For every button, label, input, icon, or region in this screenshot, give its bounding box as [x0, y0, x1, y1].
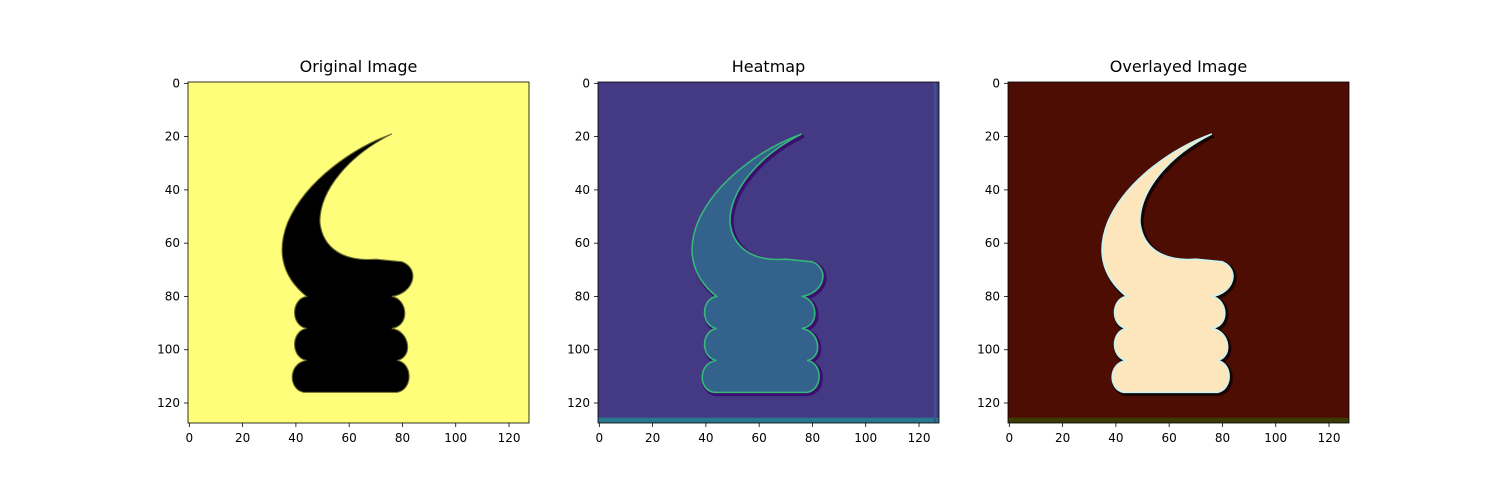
y-tick-label: 40	[165, 183, 180, 197]
x-tick-label: 100	[854, 431, 877, 445]
axes-title: Original Image	[300, 57, 418, 76]
image-overlay	[1008, 82, 1349, 423]
y-tick-label: 0	[582, 76, 590, 90]
x-tick-label: 100	[444, 431, 467, 445]
y-tick-label: 60	[985, 236, 1000, 250]
y-tick-label: 80	[575, 289, 590, 303]
x-tick-label: 100	[1264, 431, 1287, 445]
x-tick-label: 80	[1215, 431, 1230, 445]
x-tick-label: 80	[805, 431, 820, 445]
image-original	[188, 82, 529, 423]
x-tick-label: 80	[395, 431, 410, 445]
y-tick-label: 80	[985, 289, 1000, 303]
y-tick-label: 20	[575, 130, 590, 144]
y-tick-label: 0	[992, 76, 1000, 90]
y-tick-label: 120	[977, 396, 1000, 410]
y-tick-label: 40	[985, 183, 1000, 197]
x-tick-label: 20	[235, 431, 250, 445]
axes-frame	[187, 81, 530, 424]
x-tick-label: 0	[186, 431, 194, 445]
y-tick-label: 60	[575, 236, 590, 250]
y-tick-label: 100	[977, 343, 1000, 357]
y-tick-label: 0	[172, 76, 180, 90]
x-tick-label: 60	[342, 431, 357, 445]
image-heatmap	[598, 82, 939, 423]
y-tick-label: 120	[567, 396, 590, 410]
y-tick-label: 60	[165, 236, 180, 250]
x-tick-label: 40	[1108, 431, 1123, 445]
y-tick-label: 20	[985, 130, 1000, 144]
x-tick-label: 0	[596, 431, 604, 445]
y-tick-label: 40	[575, 183, 590, 197]
x-tick-label: 20	[1055, 431, 1070, 445]
axes-title: Heatmap	[732, 57, 806, 76]
y-tick-label: 100	[567, 343, 590, 357]
x-tick-label: 20	[645, 431, 660, 445]
x-tick-label: 120	[498, 431, 521, 445]
axes-title: Overlayed Image	[1110, 57, 1247, 76]
x-tick-label: 40	[288, 431, 303, 445]
x-tick-label: 120	[908, 431, 931, 445]
y-tick-label: 100	[157, 343, 180, 357]
y-tick-label: 80	[165, 289, 180, 303]
x-tick-label: 40	[698, 431, 713, 445]
x-tick-label: 60	[752, 431, 767, 445]
x-tick-label: 60	[1162, 431, 1177, 445]
axes-frame	[1007, 81, 1350, 424]
y-tick-label: 20	[165, 130, 180, 144]
axes-frame	[597, 81, 940, 424]
x-tick-label: 120	[1318, 431, 1341, 445]
y-tick-label: 120	[157, 396, 180, 410]
x-tick-label: 0	[1006, 431, 1014, 445]
